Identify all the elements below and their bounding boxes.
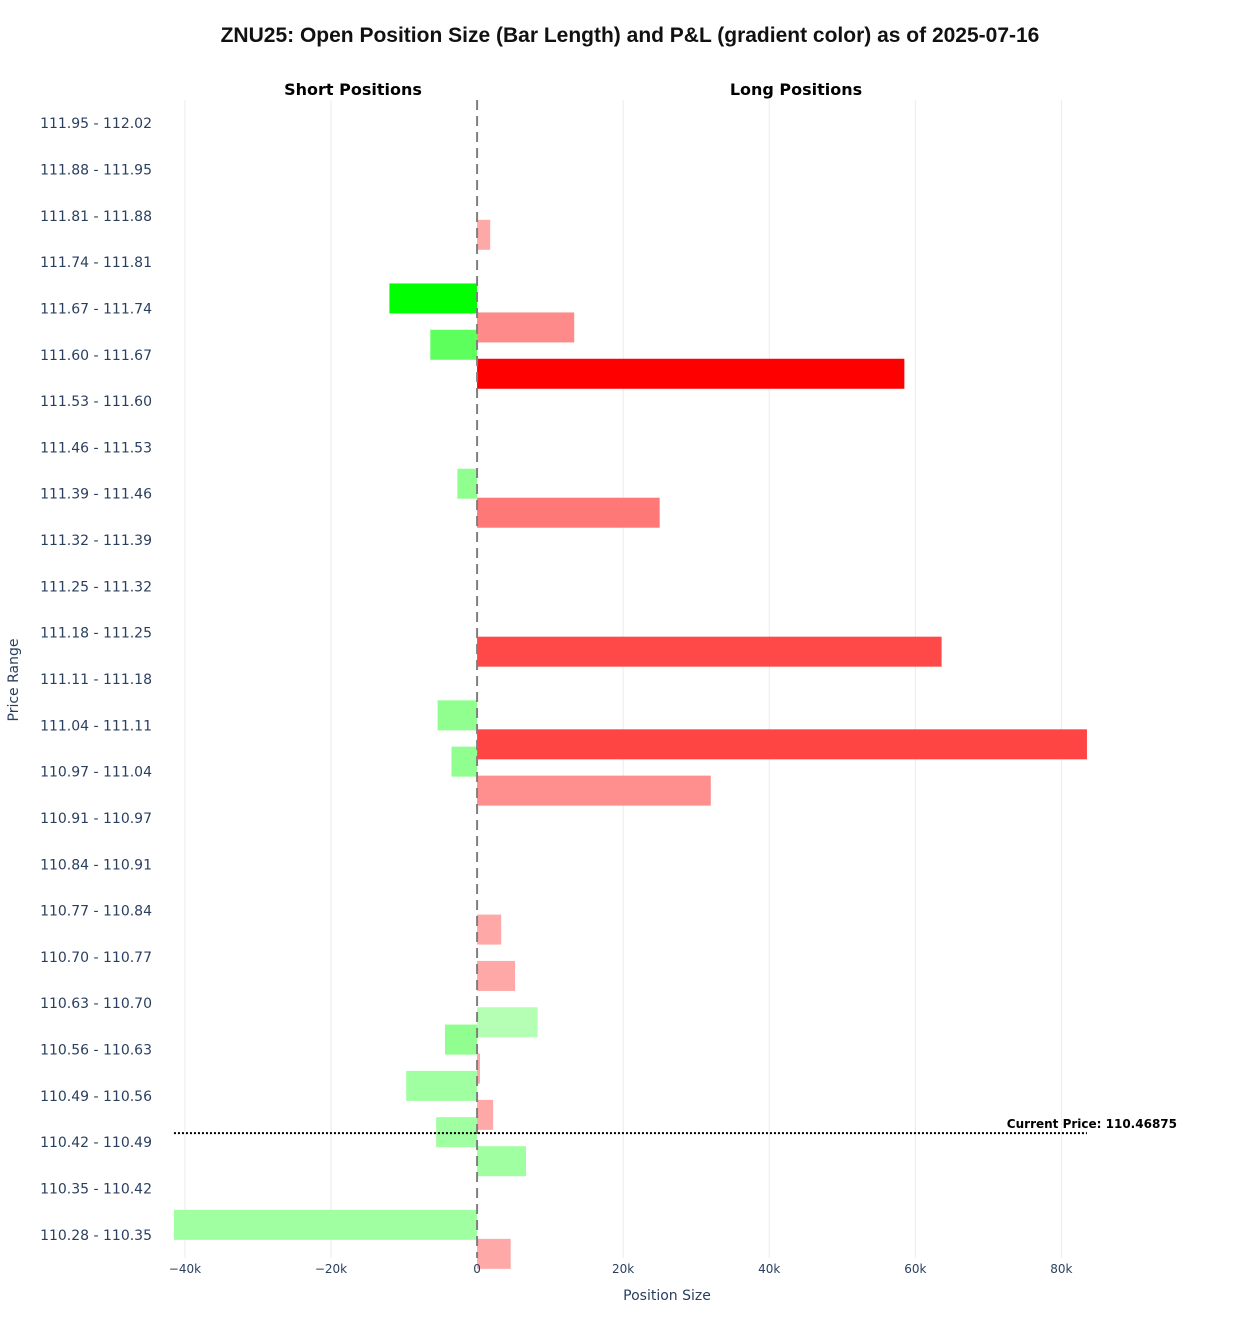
- long-position-bar: [477, 636, 942, 667]
- y-tick-label: 111.53 - 111.60: [40, 394, 152, 410]
- long-position-bar: [477, 1099, 494, 1130]
- bars: [173, 219, 1087, 1269]
- y-tick-label: 111.32 - 111.39: [40, 533, 152, 549]
- y-tick-label: 110.28 - 110.35: [40, 1228, 152, 1244]
- y-axis-title: Price Range: [6, 639, 22, 722]
- y-tick-label: 111.25 - 111.32: [40, 579, 152, 595]
- long-position-bar: [477, 219, 491, 250]
- y-tick-label: 111.18 - 111.25: [40, 626, 152, 642]
- chart-title: ZNU25: Open Position Size (Bar Length) a…: [221, 24, 1040, 47]
- x-tick-label: 40k: [758, 1262, 780, 1276]
- y-tick-label: 110.42 - 110.49: [40, 1135, 152, 1151]
- y-tick-label: 110.77 - 110.84: [40, 904, 152, 920]
- y-tick-label: 110.49 - 110.56: [40, 1089, 152, 1105]
- y-tick-label: 110.56 - 110.63: [40, 1043, 152, 1059]
- y-tick-label: 111.04 - 111.11: [40, 718, 152, 734]
- short-positions-label: Short Positions: [284, 80, 422, 99]
- long-position-bar: [477, 312, 575, 343]
- y-tick-label: 111.39 - 111.46: [40, 487, 152, 503]
- short-position-bar: [430, 329, 478, 360]
- y-tick-label: 111.60 - 111.67: [40, 348, 152, 364]
- x-tick-label: 80k: [1050, 1262, 1072, 1276]
- short-position-bar: [444, 1024, 478, 1055]
- y-tick-label: 110.97 - 111.04: [40, 765, 152, 781]
- y-tick-label: 110.84 - 110.91: [40, 857, 152, 873]
- long-position-bar: [477, 497, 660, 528]
- short-position-bar: [173, 1209, 478, 1240]
- long-position-bar: [477, 358, 905, 389]
- y-tick-label: 110.35 - 110.42: [40, 1182, 152, 1198]
- short-position-bar: [389, 283, 478, 314]
- long-position-bar: [477, 729, 1087, 760]
- y-tick-labels: 111.95 - 112.02 111.88 - 111.95 111.81 - 1…: [40, 116, 152, 1244]
- x-tick-label: −20k: [315, 1262, 347, 1276]
- x-tick-label: 20k: [612, 1262, 634, 1276]
- long-positions-label: Long Positions: [730, 80, 862, 99]
- y-tick-label: 111.46 - 111.53: [40, 440, 152, 456]
- y-tick-label: 111.88 - 111.95: [40, 162, 152, 178]
- short-position-bar: [451, 746, 478, 777]
- short-position-bar: [457, 468, 478, 499]
- y-tick-label: 111.67 - 111.74: [40, 301, 152, 317]
- long-position-bar: [477, 914, 502, 945]
- long-position-bar: [477, 960, 516, 991]
- y-tick-label: 111.81 - 111.88: [40, 209, 152, 225]
- long-position-bar: [477, 1238, 511, 1269]
- long-position-bar: [477, 1053, 480, 1084]
- long-position-bar: [477, 775, 711, 806]
- y-tick-label: 110.70 - 110.77: [40, 950, 152, 966]
- short-position-bar: [437, 700, 478, 731]
- y-tick-label: 111.74 - 111.81: [40, 255, 152, 271]
- x-tick-labels: −40k −20k 0 20k 40k 60k 80k: [169, 1262, 1073, 1276]
- y-tick-label: 110.63 - 110.70: [40, 996, 152, 1012]
- current-price-marker: Current Price: 110.46875: [173, 1117, 1177, 1135]
- x-axis-title: Position Size: [623, 1288, 711, 1304]
- x-tick-label: 60k: [904, 1262, 926, 1276]
- long-position-bar: [477, 1146, 527, 1177]
- long-position-bar: [477, 1007, 538, 1038]
- y-tick-label: 111.11 - 111.18: [40, 672, 152, 688]
- y-tick-label: 111.95 - 112.02: [40, 116, 152, 132]
- x-tick-label: −40k: [169, 1262, 201, 1276]
- short-position-bar: [406, 1070, 478, 1101]
- y-tick-label: 110.91 - 110.97: [40, 811, 152, 827]
- gridlines: [184, 100, 1062, 1258]
- current-price-label: Current Price: 110.46875: [1007, 1117, 1177, 1131]
- x-tick-label: 0: [473, 1262, 481, 1276]
